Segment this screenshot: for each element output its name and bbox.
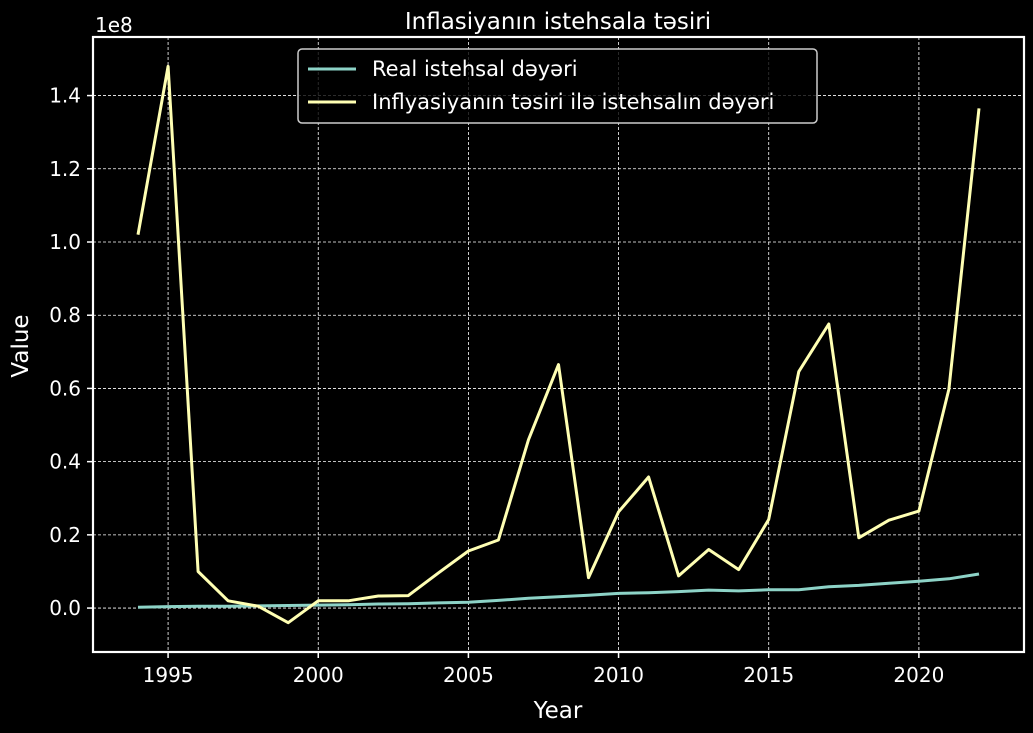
x-axis-ticks: 1995 2000 2005 2010 2015 2020 — [143, 652, 944, 687]
x-tick-label-2005: 2005 — [443, 663, 494, 687]
plot-frame — [91, 35, 1026, 654]
x-tick-label-1995: 1995 — [143, 663, 194, 687]
series-line-real — [137, 572, 980, 609]
series-layer — [136, 64, 981, 625]
legend-label-inflation: Inflyasiyanın təsiri ilə istehsalın dəyə… — [372, 90, 774, 114]
y-tick-label-1: 0.2 — [49, 523, 81, 547]
y-tick-label-4: 0.8 — [49, 303, 81, 327]
x-tick-label-2015: 2015 — [743, 663, 794, 687]
y-tick-label-7: 1.4 — [49, 84, 81, 108]
y-tick-label-2: 0.4 — [49, 450, 81, 474]
chart-title: Inflasiyanın istehsala təsiri — [405, 9, 711, 35]
x-tick-label-2000: 2000 — [293, 663, 344, 687]
y-tick-label-0: 0.0 — [49, 596, 81, 620]
legend-box — [297, 48, 818, 124]
y-axis-label: Value — [8, 314, 34, 377]
y-axis-ticks: 0.0 0.2 0.4 0.6 0.8 1.0 1.2 1.4 — [49, 84, 93, 620]
y-tick-label-5: 1.0 — [49, 230, 81, 254]
x-tick-label-2020: 2020 — [893, 663, 944, 687]
x-tick-label-2010: 2010 — [593, 663, 644, 687]
y-tick-label-3: 0.6 — [49, 376, 81, 400]
x-axis-label: Year — [533, 698, 583, 724]
y-offset-label: 1e8 — [95, 13, 133, 37]
series-line-inflation — [136, 64, 981, 625]
legend-label-real: Real istehsal dəyəri — [372, 57, 578, 81]
legend: Real istehsal dəyəri Inflyasiyanın təsir… — [297, 48, 818, 124]
y-tick-label-6: 1.2 — [49, 157, 81, 181]
